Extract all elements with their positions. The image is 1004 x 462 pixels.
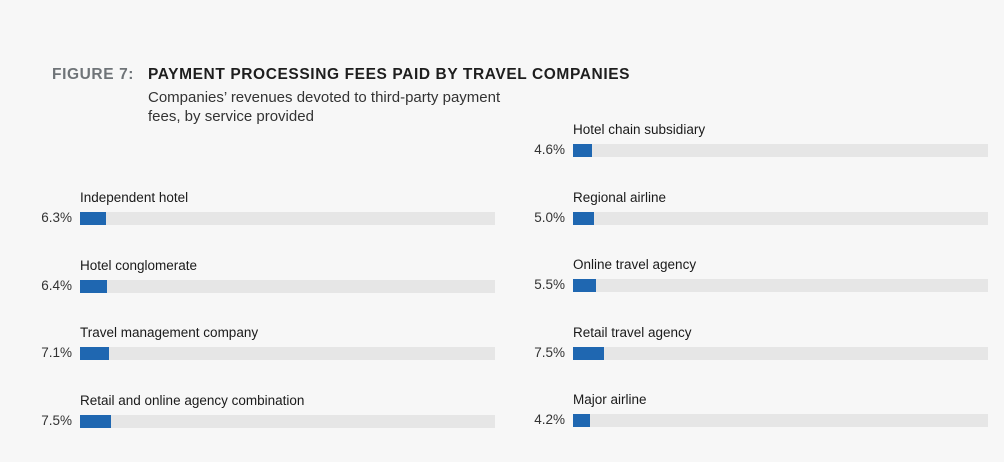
bar-value-label: 7.1%: [41, 345, 72, 360]
bar-track: [573, 347, 988, 360]
bar: [80, 280, 107, 293]
bar: [80, 212, 107, 225]
chart-subtitle: Companies’ revenues devoted to third-par…: [148, 89, 501, 125]
bar: [80, 415, 112, 428]
bar-value-label: 6.4%: [41, 278, 72, 293]
bar-category-label: Independent hotel: [80, 190, 189, 205]
bar-track: [573, 414, 988, 427]
bar-value-label: 4.6%: [534, 142, 565, 157]
bar-value-label: 7.5%: [41, 413, 72, 428]
figure-label: FIGURE 7:: [52, 66, 135, 83]
bar-value-label: 5.0%: [534, 210, 565, 225]
chart-title: PAYMENT PROCESSING FEES PAID BY TRAVEL C…: [148, 66, 631, 83]
bar: [80, 347, 110, 360]
bar-category-label: Hotel chain subsidiary: [573, 122, 706, 137]
bar-category-label: Retail and online agency combination: [80, 393, 305, 408]
bar-value-label: 7.5%: [534, 345, 565, 360]
bar-track: [80, 212, 495, 225]
bar: [573, 414, 591, 427]
bar-value-label: 5.5%: [534, 277, 565, 292]
bar-value-label: 6.3%: [41, 210, 72, 225]
bar-track: [573, 144, 988, 157]
bar-category-label: Regional airline: [573, 190, 667, 205]
bar-category-label: Travel management company: [80, 325, 259, 340]
bar: [573, 347, 605, 360]
bar-track: [80, 347, 495, 360]
bar: [573, 144, 593, 157]
bar: [573, 212, 594, 225]
bar-category-label: Online travel agency: [573, 257, 697, 272]
bar-track: [80, 280, 495, 293]
bar-category-label: Hotel conglomerate: [80, 258, 198, 273]
bar-track: [80, 415, 495, 428]
bar-track: [573, 279, 988, 292]
bar-value-label: 4.2%: [534, 412, 565, 427]
bar-track: [573, 212, 988, 225]
bar: [573, 279, 596, 292]
bar-category-label: Major airline: [573, 392, 647, 407]
bar-category-label: Retail travel agency: [573, 325, 692, 340]
